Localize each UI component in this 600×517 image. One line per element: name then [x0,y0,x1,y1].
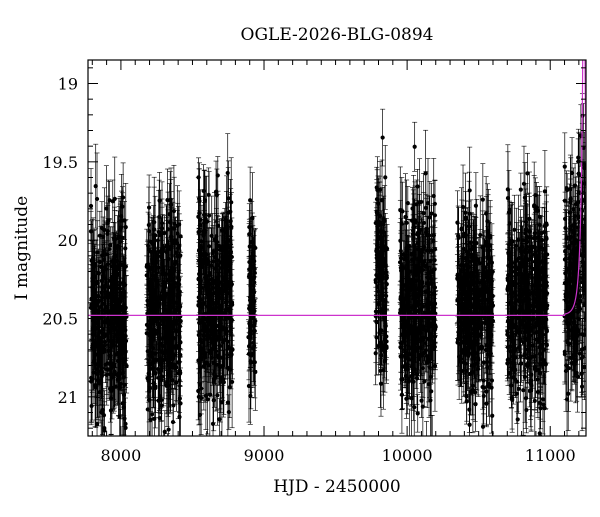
season-9 [562,94,588,440]
season-2 [144,165,183,477]
data-point [515,402,520,437]
y-tick-label: 21 [58,388,78,407]
y-tick-label: 19 [58,75,78,94]
data-point [171,405,176,440]
x-tick-label: 8000 [101,446,142,465]
data-point [89,390,94,422]
season-1 [88,144,129,485]
data-point [481,392,486,462]
data-point [380,109,385,166]
data-point [412,122,417,171]
data-point [524,387,529,433]
season-8 [505,145,550,480]
data-point [480,164,485,236]
x-tick-label: 9000 [244,446,285,465]
data-point [162,411,167,453]
x-tick-label: 10000 [382,446,433,465]
data-points-layer [88,94,588,485]
data-point [226,395,231,430]
y-tick-label: 20 [58,231,78,250]
data-point [518,173,523,206]
data-point [419,384,424,418]
data-point [407,409,412,477]
chart-title: OGLE-2026-BLG-0894 [241,25,434,45]
x-tick-label: 11000 [525,446,576,465]
season-4 [246,167,258,424]
season-5 [373,109,389,416]
data-point [225,134,230,213]
data-point [93,144,98,228]
season-7 [455,147,496,462]
data-point [199,382,204,414]
season-3 [196,134,235,450]
y-axis-label: I magnitude [12,196,32,300]
y-tick-label: 20.5 [42,310,78,329]
x-axis-label: HJD - 2450000 [273,477,401,497]
season-6 [398,122,439,485]
y-tick-label: 19.5 [42,153,78,172]
data-point [405,186,410,219]
data-point [165,434,170,478]
data-point [415,395,420,433]
